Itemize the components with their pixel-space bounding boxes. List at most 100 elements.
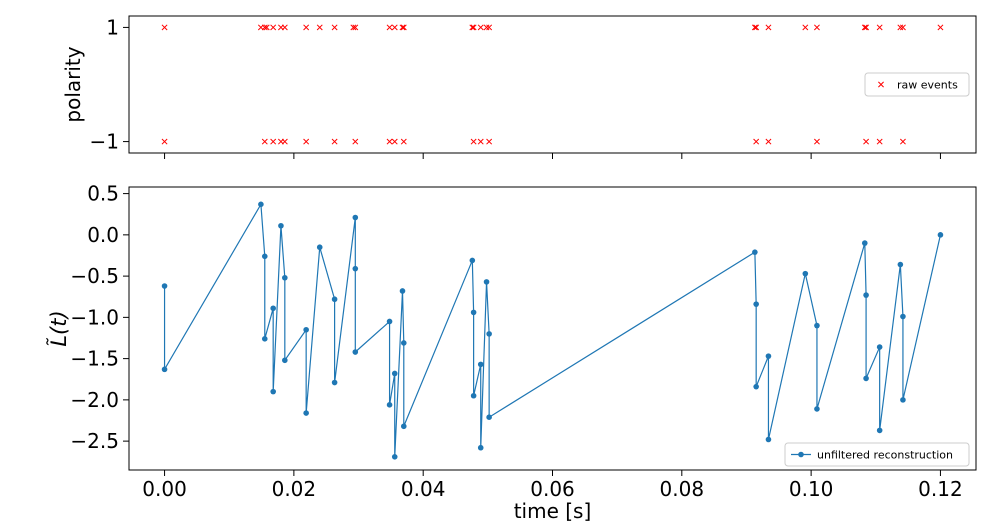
x-tick-label: 0.10 bbox=[789, 477, 834, 501]
reconstruction-point bbox=[486, 331, 492, 337]
reconstruction-point bbox=[270, 305, 276, 312]
x-tick-label: 0.06 bbox=[530, 477, 575, 501]
event-marker bbox=[899, 24, 906, 31]
reconstruction-point bbox=[752, 249, 758, 255]
y-tick-label: −1 bbox=[90, 130, 119, 154]
event-marker bbox=[470, 138, 477, 145]
reconstruction-point bbox=[278, 222, 284, 229]
reconstruction-point bbox=[258, 201, 264, 208]
event-marker bbox=[477, 24, 484, 31]
event-marker bbox=[400, 138, 407, 145]
reconstruction-point bbox=[470, 392, 477, 399]
legend-box bbox=[864, 72, 970, 97]
legend-label: raw events bbox=[897, 79, 958, 92]
reconstruction-point bbox=[400, 340, 407, 346]
reconstruction-point bbox=[261, 253, 268, 260]
event-marker bbox=[350, 24, 357, 31]
event-marker bbox=[161, 24, 168, 31]
x-tick-label: 0.08 bbox=[660, 477, 705, 501]
event-marker bbox=[863, 24, 870, 31]
reconstruction-point bbox=[486, 414, 492, 420]
event-marker bbox=[486, 138, 493, 145]
event-marker bbox=[876, 24, 883, 31]
y-tick-label: 0.5 bbox=[87, 182, 119, 206]
reconstruction-point bbox=[352, 349, 359, 355]
legend-marker bbox=[798, 451, 804, 458]
reconstruction-point bbox=[814, 322, 820, 329]
event-marker bbox=[352, 24, 359, 31]
event-marker bbox=[897, 24, 904, 31]
reconstruction-point bbox=[316, 244, 323, 251]
y-tick-label: −1.0 bbox=[70, 305, 119, 329]
reconstruction-point bbox=[900, 313, 906, 320]
y-axis-label: polarity bbox=[61, 46, 85, 122]
y-tick-label: −0.5 bbox=[70, 264, 119, 288]
y-tick-label: −1.5 bbox=[70, 347, 119, 371]
reconstruction-point bbox=[161, 283, 168, 289]
event-marker bbox=[753, 24, 760, 31]
event-marker bbox=[261, 24, 268, 31]
legend-label: unfiltered reconstruction bbox=[817, 449, 953, 462]
reconstruction-point bbox=[352, 265, 359, 272]
legend-marker bbox=[878, 81, 884, 88]
event-marker bbox=[399, 24, 406, 31]
event-marker bbox=[352, 138, 359, 145]
event-marker bbox=[316, 24, 323, 31]
reconstruction-panel: 0.5 0.0 −0.5 −1.0 −1.5 −2.0 −2.5 0.00 0.02 0.04 0.… bbox=[46, 182, 977, 523]
reconstruction-point bbox=[469, 257, 476, 264]
reconstruction-point bbox=[303, 410, 309, 416]
event-marker bbox=[261, 138, 268, 145]
plot-frame bbox=[128, 15, 977, 154]
event-marker bbox=[270, 24, 277, 31]
reconstruction-point bbox=[303, 326, 309, 333]
reconstruction-point bbox=[386, 318, 393, 325]
event-marker bbox=[270, 138, 277, 145]
reconstruction-point bbox=[261, 336, 268, 342]
event-marker bbox=[876, 138, 883, 145]
x-tick-label: 0.04 bbox=[401, 477, 446, 501]
reconstruction-point bbox=[937, 232, 944, 238]
event-marker bbox=[469, 24, 476, 31]
event-marker bbox=[477, 138, 484, 145]
reconstruction-point bbox=[270, 388, 276, 395]
reconstruction-point bbox=[282, 274, 288, 281]
event-marker bbox=[813, 138, 820, 145]
y-tick-label: 1 bbox=[106, 15, 119, 39]
reconstruction-point bbox=[386, 402, 393, 408]
event-marker bbox=[281, 24, 288, 31]
reconstruction-point bbox=[352, 214, 359, 221]
reconstruction-point bbox=[876, 427, 883, 434]
event-marker bbox=[861, 24, 868, 31]
event-marker bbox=[765, 24, 772, 31]
x-tick-label: 0.02 bbox=[272, 477, 317, 501]
plot-frame bbox=[128, 186, 977, 471]
reconstruction-point bbox=[876, 344, 883, 350]
event-marker bbox=[331, 24, 338, 31]
reconstruction-point bbox=[753, 301, 759, 307]
reconstruction-point bbox=[161, 366, 168, 373]
reconstruction-point bbox=[765, 353, 772, 359]
legend: raw events bbox=[864, 72, 970, 97]
event-marker bbox=[303, 138, 310, 145]
reconstruction-point bbox=[400, 423, 407, 430]
event-marker bbox=[937, 24, 944, 31]
reconstruction-point bbox=[765, 436, 772, 443]
event-marker bbox=[765, 138, 772, 145]
reconstruction-point bbox=[470, 309, 477, 316]
reconstruction-point bbox=[861, 240, 868, 246]
reconstruction-point bbox=[814, 406, 820, 412]
reconstruction-point bbox=[897, 261, 904, 268]
reconstruction-point bbox=[391, 370, 398, 377]
reconstruction-point bbox=[863, 375, 869, 382]
event-marker bbox=[386, 138, 393, 145]
event-marker bbox=[331, 138, 338, 145]
reconstruction-point bbox=[753, 383, 759, 390]
event-marker bbox=[386, 24, 393, 31]
event-marker bbox=[263, 24, 270, 31]
y-tick-label: −2.0 bbox=[70, 388, 119, 412]
reconstruction-point bbox=[483, 279, 490, 285]
x-tick-label: 0.12 bbox=[918, 477, 963, 501]
x-axis-label: time [s] bbox=[514, 499, 592, 523]
